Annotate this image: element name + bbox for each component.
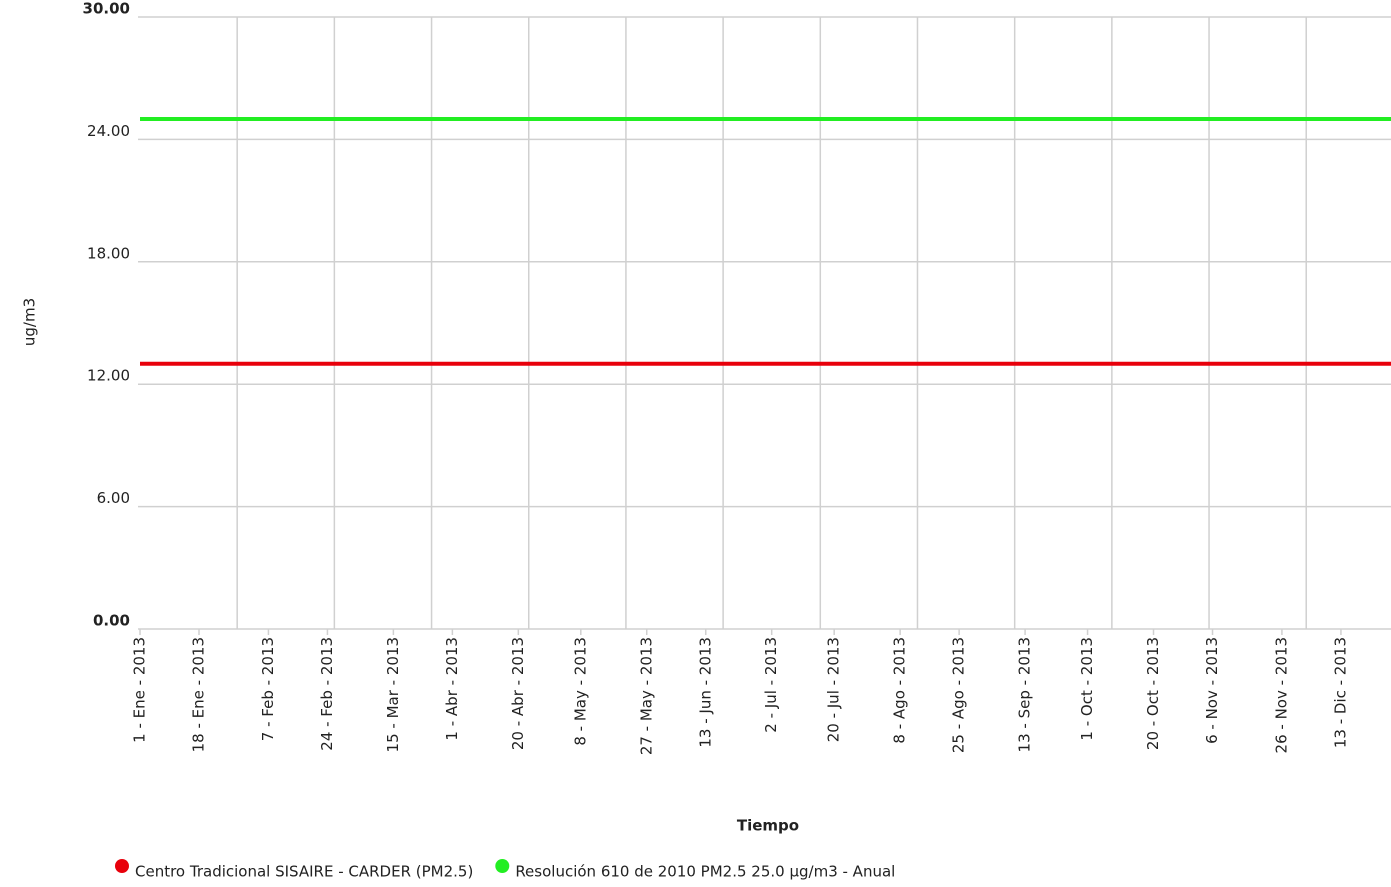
x-axis-label: Tiempo xyxy=(737,817,799,835)
x-tick-label: 27 - May - 2013 xyxy=(637,637,655,755)
x-tick-label: 13 - Jun - 2013 xyxy=(696,637,714,748)
legend-label: Resolución 610 de 2010 PM2.5 25.0 µg/m3 … xyxy=(515,863,895,881)
x-tick-label: 24 - Feb - 2013 xyxy=(318,637,336,751)
x-tick-label: 13 - Dic - 2013 xyxy=(1331,637,1349,748)
y-tick-label: 12.00 xyxy=(87,367,130,385)
legend-marker xyxy=(495,859,510,873)
x-tick-label: 13 - Sep - 2013 xyxy=(1016,637,1034,752)
y-tick-label: 18.00 xyxy=(87,244,130,262)
x-tick-label: 20 - Jul - 2013 xyxy=(825,637,843,742)
x-tick-label: 20 - Abr - 2013 xyxy=(509,637,527,750)
x-tick-label: 1 - Abr - 2013 xyxy=(443,637,461,741)
x-tick-label: 1 - Ene - 2013 xyxy=(131,637,149,743)
x-tick-label: 25 - Ago - 2013 xyxy=(950,637,968,753)
x-tick-label: 1 - Oct - 2013 xyxy=(1078,637,1096,741)
x-tick-label: 8 - May - 2013 xyxy=(571,637,589,746)
y-tick-label: 24.00 xyxy=(87,122,130,140)
x-tick-label: 6 - Nov - 2013 xyxy=(1203,637,1221,744)
x-tick-label: 2 - Jul - 2013 xyxy=(762,637,780,733)
x-tick-label: 15 - Mar - 2013 xyxy=(384,637,402,752)
x-tick-label: 20 - Oct - 2013 xyxy=(1144,637,1162,750)
x-tick-label: 7 - Feb - 2013 xyxy=(259,637,277,741)
y-tick-label: 0.00 xyxy=(93,612,130,630)
y-tick-label: 6.00 xyxy=(97,489,130,507)
x-tick-label: 8 - Ago - 2013 xyxy=(891,637,909,744)
legend-marker xyxy=(115,859,129,873)
y-axis-label: ug/m3 xyxy=(21,298,39,346)
x-tick-label: 26 - Nov - 2013 xyxy=(1272,637,1290,753)
legend-label: Centro Tradicional SISAIRE - CARDER (PM2… xyxy=(135,863,473,881)
x-tick-label: 18 - Ene - 2013 xyxy=(190,637,208,752)
y-tick-label: 30.00 xyxy=(83,0,130,18)
